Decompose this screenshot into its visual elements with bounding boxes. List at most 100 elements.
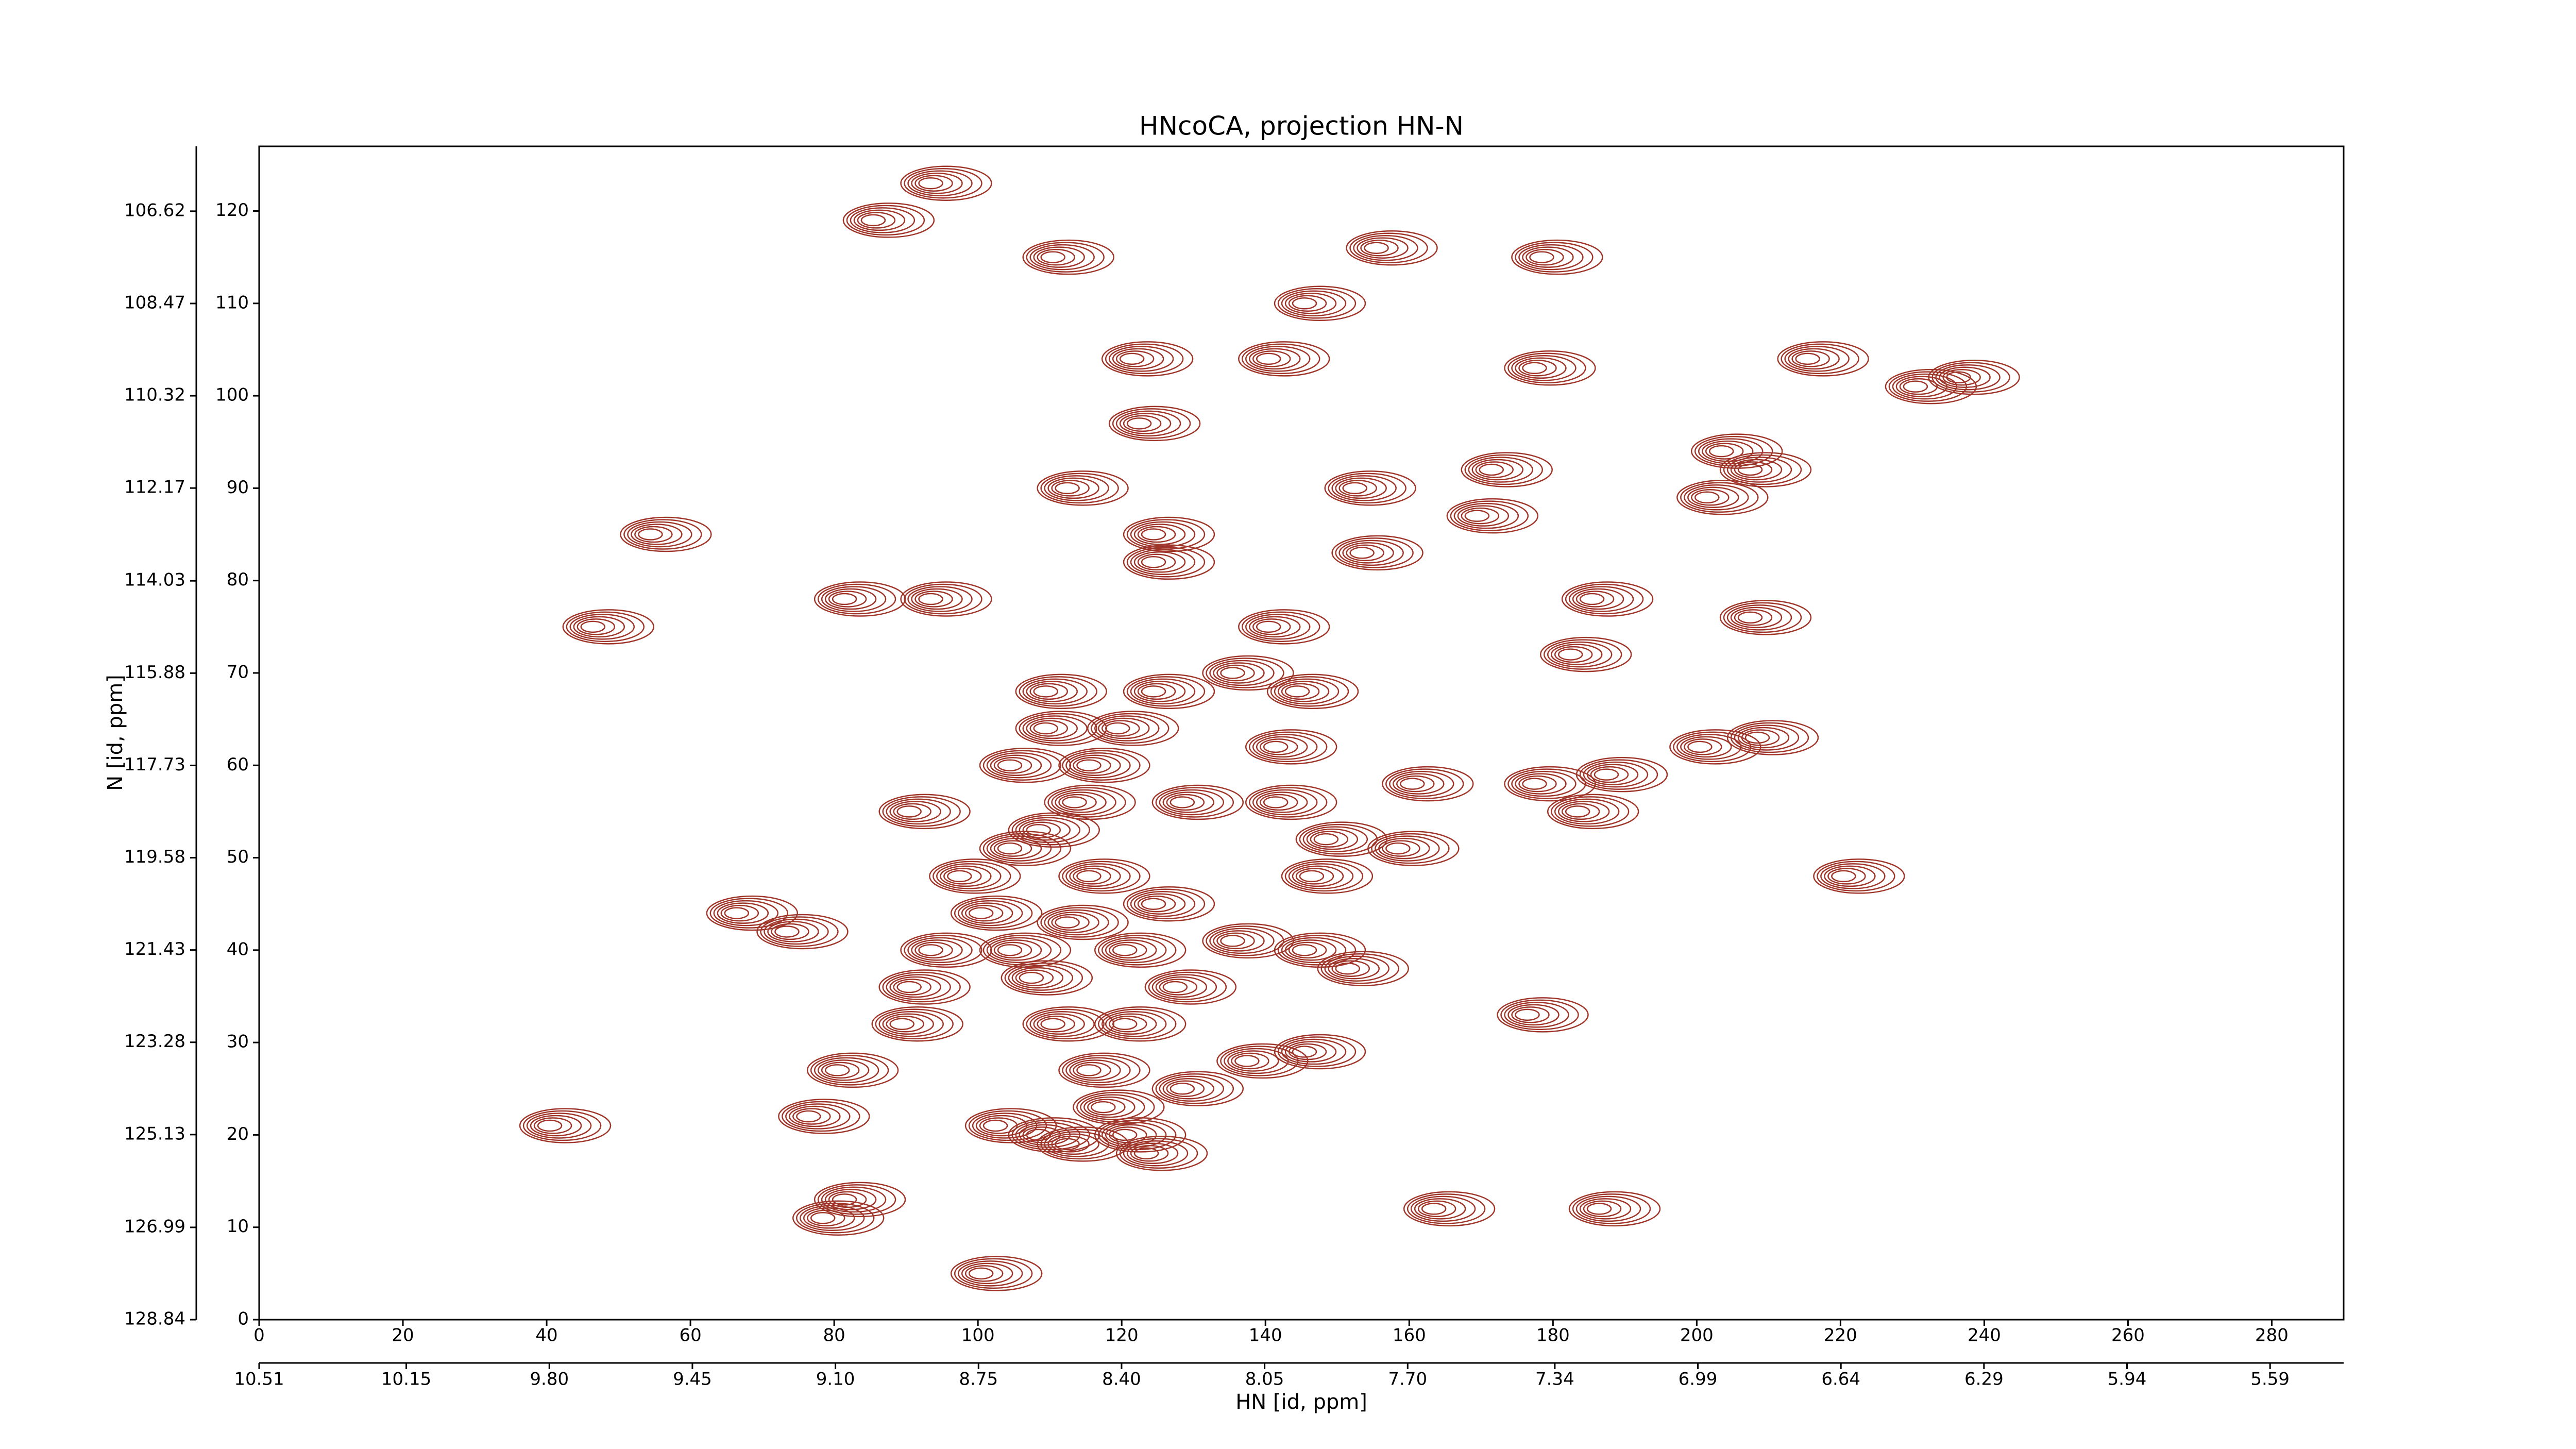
contour-level — [1029, 720, 1068, 737]
contour-level — [1159, 1075, 1225, 1102]
contour-level — [1795, 352, 1820, 365]
contour-level — [1507, 768, 1586, 799]
contour-level — [1256, 352, 1281, 365]
y-tick-label: 80 — [227, 569, 249, 590]
contour-level — [1475, 461, 1514, 478]
contour-level — [530, 1115, 582, 1137]
contour-level — [573, 616, 625, 638]
contour-level — [993, 757, 1032, 774]
contour-level — [1364, 242, 1389, 254]
contour-level — [1141, 898, 1166, 910]
contour-level — [1115, 410, 1181, 437]
contour-level — [1112, 1128, 1138, 1141]
contour-level — [1705, 443, 1744, 460]
contour-level — [1108, 941, 1147, 959]
contour-level — [1500, 999, 1579, 1031]
y-tick-label: 110 — [215, 292, 249, 313]
contour-level — [882, 971, 961, 1003]
contour-level — [1335, 537, 1414, 568]
contour-level — [1062, 1055, 1141, 1086]
y-tick-label: 10 — [227, 1216, 249, 1237]
contour-level — [1357, 237, 1409, 259]
contour-level — [1256, 620, 1281, 633]
contour-level — [1263, 796, 1289, 808]
contour-level — [832, 1193, 857, 1206]
contour-level — [1015, 711, 1107, 746]
contour-level — [1220, 935, 1245, 947]
contour-level — [1022, 239, 1114, 275]
contour-level — [627, 521, 692, 548]
contour-level — [519, 1108, 612, 1143]
contour-level — [1831, 870, 1856, 883]
contour-level — [1040, 473, 1119, 504]
contour-level — [990, 837, 1042, 860]
contour-level — [1011, 1119, 1091, 1151]
contour-level — [1119, 352, 1145, 365]
contour-level — [1464, 510, 1490, 522]
contour-level — [1338, 480, 1377, 497]
contour-level — [990, 754, 1042, 777]
contour-level — [1827, 868, 1866, 885]
contour-level — [918, 177, 943, 190]
contour-level — [562, 609, 655, 645]
contour-level — [1676, 734, 1742, 760]
contour-level — [1824, 865, 1876, 887]
contour-level — [853, 209, 906, 231]
y2-tick-label: 125.13 — [124, 1123, 185, 1144]
y-tick-label: 90 — [227, 477, 249, 498]
contour-level — [1515, 1008, 1540, 1021]
contour-level — [1069, 1059, 1121, 1081]
contour-level — [1238, 609, 1330, 645]
contour-level — [1292, 944, 1317, 956]
contour-level — [1133, 524, 1186, 545]
contour-level — [1292, 865, 1344, 887]
contour-level — [821, 586, 887, 612]
contour-level — [796, 1110, 821, 1123]
contour-level — [1123, 516, 1215, 552]
contour-level — [799, 1205, 865, 1232]
x2-tick-label: 10.15 — [381, 1369, 431, 1390]
contour-level — [1292, 1046, 1317, 1058]
y-tick-label: 20 — [227, 1124, 249, 1144]
contour-level — [1026, 681, 1078, 702]
contour-level — [1123, 886, 1215, 922]
contour-level — [756, 914, 849, 950]
contour-level — [1094, 932, 1187, 968]
contour-level — [954, 898, 1033, 929]
contour-level — [1141, 556, 1166, 568]
contour-level — [1033, 1013, 1085, 1035]
contour-level — [1026, 1008, 1105, 1040]
contour-level — [1022, 715, 1088, 742]
contour-level — [1939, 366, 1991, 388]
contour-level — [993, 941, 1032, 959]
contour-level — [1931, 362, 2010, 393]
contour-level — [1058, 794, 1097, 811]
contour-level — [1062, 861, 1141, 892]
contour-level — [961, 1262, 1013, 1285]
contour-level — [1206, 925, 1284, 956]
contour-level — [1115, 1136, 1208, 1171]
contour-level — [1065, 752, 1131, 779]
contour-level — [1281, 858, 1374, 894]
contour-level — [1507, 352, 1586, 384]
contour-level — [1680, 482, 1759, 513]
contour-level — [1734, 461, 1773, 478]
contour-level — [1288, 1043, 1327, 1060]
contour-level — [1011, 815, 1091, 846]
contour-level — [904, 583, 982, 615]
contour-level — [824, 1064, 850, 1076]
contour-level — [1515, 357, 1567, 379]
contour-level — [1421, 1203, 1447, 1215]
contour-level — [1137, 683, 1176, 700]
contour-level — [1518, 244, 1584, 271]
contour-level — [1726, 720, 1819, 755]
x2-tick-label: 8.05 — [1245, 1369, 1284, 1390]
contour-level — [1723, 602, 1802, 633]
contour-level — [767, 921, 819, 942]
contour-level — [1568, 586, 1634, 612]
contour-level — [1784, 346, 1850, 372]
contour-level — [817, 583, 896, 615]
contour-level — [1133, 681, 1186, 702]
contour-level — [950, 1256, 1043, 1291]
